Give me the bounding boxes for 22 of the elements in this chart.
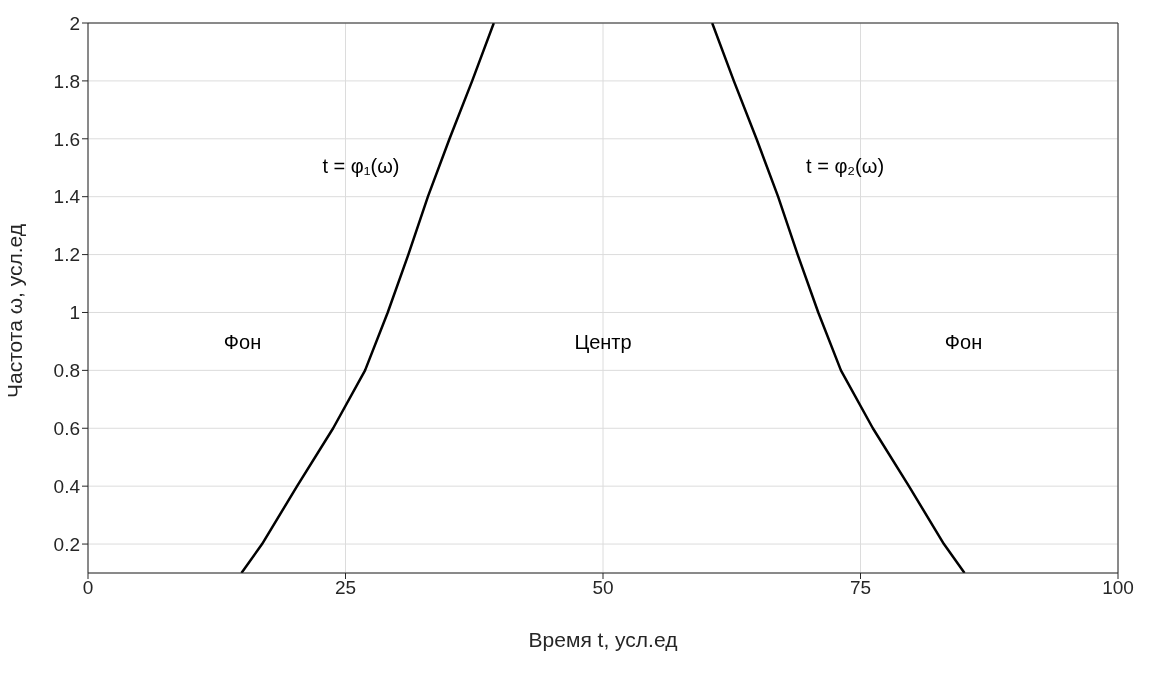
y-tick-label: 1.8 [53, 70, 80, 92]
annotation: Фон [944, 331, 983, 354]
y-tick-label: 1.4 [53, 186, 81, 208]
y-axis-title: Частота ω, усл.ед [3, 223, 27, 398]
annotation: t = φ₂(ω) [806, 155, 885, 178]
x-tick-label: 75 [849, 577, 872, 599]
x-tick-label: 0 [82, 577, 94, 599]
y-tick-label: 1.6 [53, 128, 80, 150]
annotation: Фон [223, 331, 262, 354]
y-tick-label: 2 [69, 12, 80, 34]
x-tick-label: 25 [334, 577, 357, 599]
y-tick-label: 1 [69, 302, 80, 324]
x-axis-title: Время t, усл.ед [528, 628, 678, 651]
x-tick-label: 50 [592, 577, 614, 599]
x-tick-label: 100 [1102, 577, 1134, 599]
y-tick-label: 0.6 [53, 418, 80, 440]
y-tick-label: 0.8 [53, 360, 80, 382]
y-tick-label: 0.2 [53, 533, 80, 555]
annotation: Центр [574, 331, 632, 354]
y-tick-label: 0.4 [53, 475, 81, 497]
y-tick-label: 1.2 [53, 244, 80, 266]
annotation: t = φ₁(ω) [322, 155, 400, 178]
